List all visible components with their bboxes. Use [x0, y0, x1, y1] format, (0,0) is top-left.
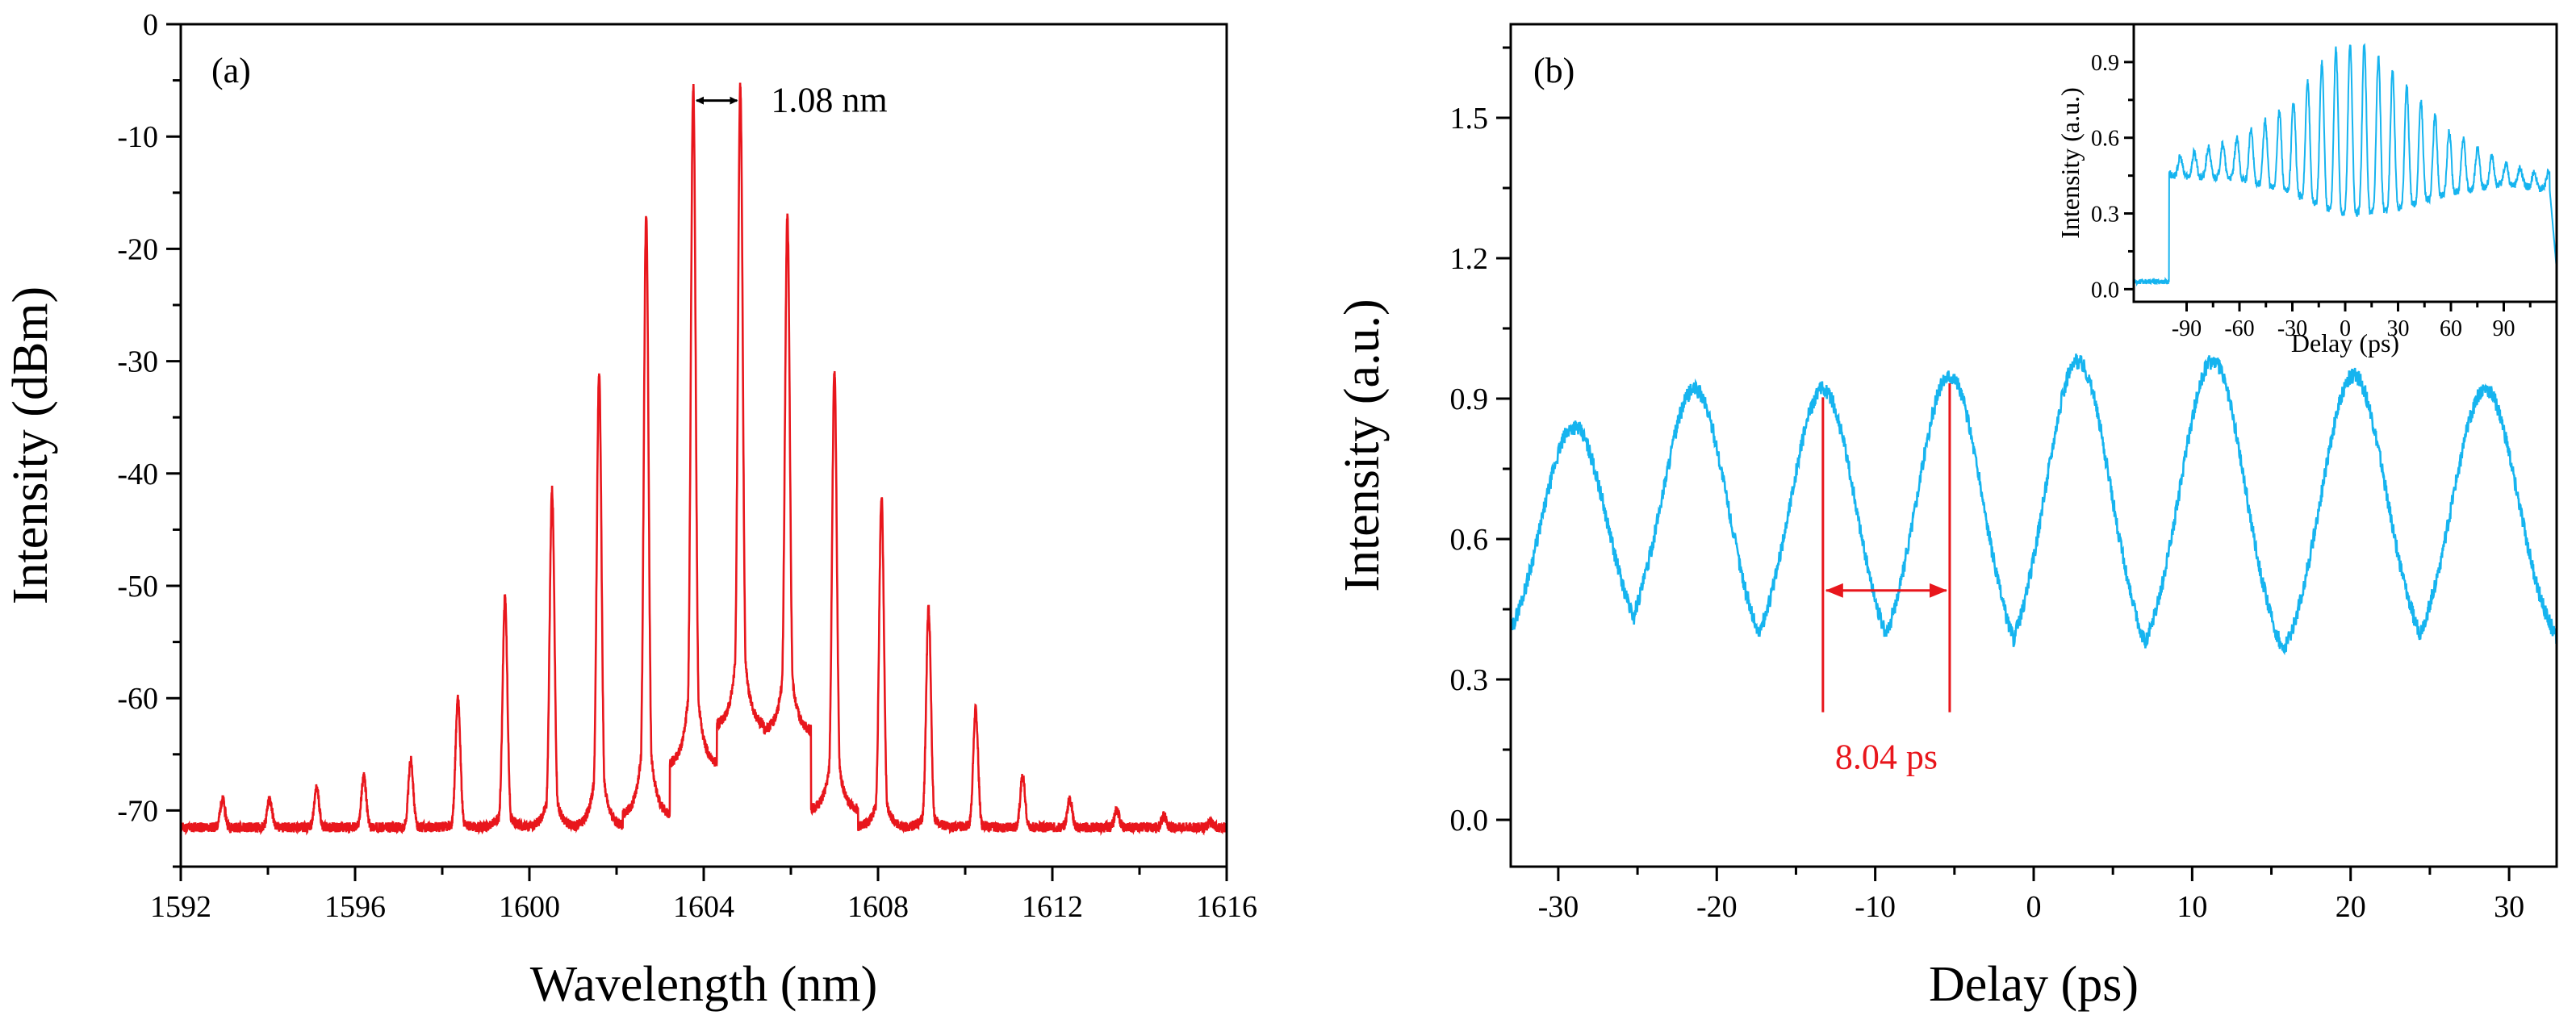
x-tick-label: 1596	[324, 890, 386, 924]
inset-y-axis-title: Intensity (a.u.)	[2055, 87, 2085, 239]
y-tick-label: 0.3	[1450, 663, 1489, 697]
y-tick-label: -20	[117, 232, 158, 266]
panel-b-x-ticks: -30 -20 -10 0 10 20 30	[1538, 867, 2524, 924]
y-tick-label: 1.5	[1450, 102, 1489, 136]
pulse-spacing-label: 8.04 ps	[1835, 738, 1938, 777]
x-tick-label: 20	[2336, 890, 2366, 924]
y-tick-label: -40	[117, 458, 158, 491]
y-tick-label: 0.9	[1450, 382, 1489, 416]
inset-x-ticks: -90 -60 -30 0 30 60 90	[2172, 302, 2532, 341]
inset-y-tick-label: 0.6	[2091, 127, 2119, 152]
inset-x-tick-label: -60	[2224, 316, 2254, 341]
x-tick-label: 10	[2177, 890, 2207, 924]
x-tick-label: 1600	[499, 890, 560, 924]
x-tick-label: 0	[2026, 890, 2042, 924]
panel-a: (a) 1.08 nm 1592 1596 1600 1604 1608 1612 1616…	[3, 8, 1257, 1012]
panel-a-y-axis-title: Intensity (dBm)	[3, 286, 58, 604]
panel-a-annotation-group: 1.08 nm	[696, 81, 888, 120]
y-tick-label: -60	[117, 682, 158, 716]
inset-x-tick-label: 90	[2493, 316, 2515, 341]
x-tick-label: 30	[2494, 890, 2524, 924]
y-tick-label: -10	[117, 120, 158, 154]
panel-b-y-ticks: 0.0 0.3 0.6 0.9 1.2 1.5	[1450, 46, 1511, 838]
inset-x-tick-label: -90	[2172, 316, 2202, 341]
x-tick-label: 1608	[847, 890, 909, 924]
x-tick-label: 1592	[150, 890, 211, 924]
x-tick-label: 1616	[1196, 890, 1257, 924]
inset-x-tick-label: -30	[2277, 316, 2307, 341]
inset-y-ticks: 0.0 0.3 0.6 0.9	[2091, 23, 2134, 303]
inset-series-group	[2133, 24, 2557, 302]
y-tick-label: 0.6	[1450, 523, 1489, 557]
panel-b-series-group	[1509, 353, 2558, 656]
y-tick-label: 0.0	[1450, 804, 1489, 838]
y-tick-label: 1.2	[1450, 242, 1489, 276]
panel-a-series-group	[179, 82, 1228, 836]
x-tick-label: -10	[1855, 890, 1896, 924]
inset-x-tick-label: 0	[2340, 316, 2351, 341]
panel-b-label: (b)	[1533, 51, 1574, 90]
spectrum-line	[179, 82, 1228, 836]
x-tick-label: -20	[1696, 890, 1738, 924]
x-tick-label: 1612	[1022, 890, 1083, 924]
panel-a-x-axis-title: Wavelength (nm)	[530, 957, 878, 1012]
inset-y-tick-label: 0.0	[2091, 278, 2119, 303]
inset-x-axis-title: Delay (ps)	[2291, 328, 2399, 357]
y-tick-label: 0	[143, 8, 158, 42]
inset-y-tick-label: 0.9	[2091, 51, 2119, 76]
y-tick-label: -30	[117, 345, 158, 379]
panel-a-y-ticks: 0 -10 -20 -30 -40 -50 -60 -70	[117, 8, 181, 868]
panel-a-label: (a)	[211, 51, 251, 90]
inset-background	[2134, 24, 2557, 302]
x-tick-label: -30	[1538, 890, 1579, 924]
mode-spacing-label: 1.08 nm	[771, 81, 887, 120]
inset-x-tick-label: 30	[2387, 316, 2410, 341]
panel-b-y-axis-title: Intensity (a.u.)	[1335, 299, 1390, 591]
panel-a-x-ticks: 1592 1596 1600 1604 1608 1612 1616	[150, 867, 1257, 924]
autocorrelation-line	[1509, 353, 2558, 656]
inset-y-tick-label: 0.3	[2091, 203, 2119, 228]
y-tick-label: -70	[117, 794, 158, 828]
panel-b-x-axis-title: Delay (ps)	[1929, 957, 2139, 1012]
y-tick-label: -50	[117, 570, 158, 604]
x-tick-label: 1604	[673, 890, 734, 924]
panel-b: (b) 8.04 ps -30 -20 -10 0 10 20 30 0.00.30.60.…	[1335, 23, 2558, 1012]
inset-autocorrelation-line	[2133, 43, 2557, 286]
panel-b-inset: -90 -60 -30 0 30 60 90 0.0 0.3 0.6 0.9 Delay (ps)…	[2055, 23, 2558, 357]
inset-x-tick-label: 60	[2440, 316, 2462, 341]
panel-b-annotation-group: 8.04 ps	[1821, 383, 1951, 777]
